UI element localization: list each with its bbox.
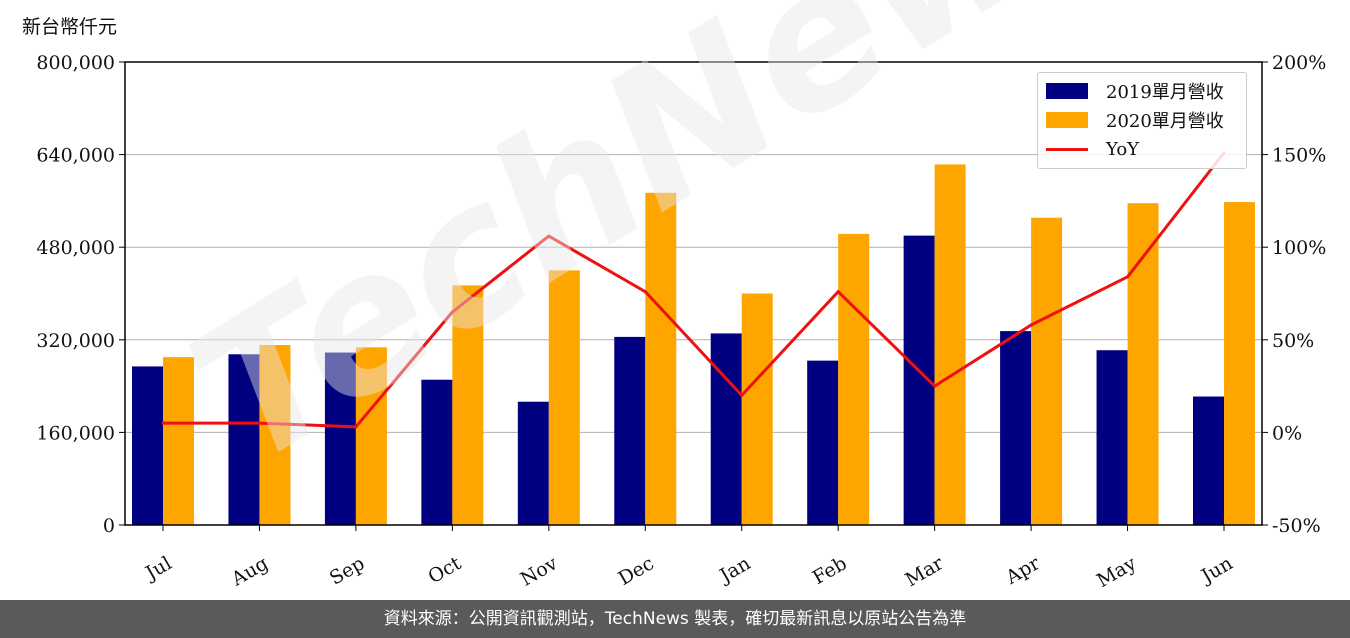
yoy-line-group — [161, 151, 1226, 429]
y2-tick-label: 0% — [1272, 422, 1302, 444]
x-tick-label-jun: Jun — [1196, 552, 1237, 588]
y2-tick-label: -50% — [1272, 515, 1321, 537]
x-tick-label-apr: Apr — [1001, 552, 1044, 589]
bar-2020-mar — [934, 164, 966, 525]
y-tick-label: 800,000 — [36, 52, 115, 74]
yoy-line — [163, 151, 1226, 429]
legend-label-2020: 2020單月營收 — [1106, 111, 1224, 132]
bar-2019-jun — [1193, 396, 1224, 525]
bar-2019-aug — [228, 354, 260, 525]
x-tick-label-nov: Nov — [517, 552, 562, 591]
bar-2019-apr — [1000, 331, 1032, 525]
bar-2019-nov — [517, 401, 549, 525]
y-tick-label: 640,000 — [36, 145, 115, 167]
bar-2019-feb — [807, 360, 839, 525]
bar-2019-dec — [614, 336, 646, 525]
yoy-point-feb — [836, 290, 840, 294]
yoy-point-apr — [1029, 323, 1033, 327]
bar-2020-jan — [741, 293, 773, 525]
x-tick-label-mar: Mar — [902, 552, 948, 591]
y-axis-right: -50% 0% 50% 100% 150% 200% — [1262, 52, 1326, 537]
plot-frame — [124, 61, 1263, 526]
bar-2019-may — [1096, 350, 1128, 525]
legend-item-2019: 2019單月營收 — [1046, 79, 1224, 103]
bar-2019-jul — [132, 366, 163, 525]
yoy-point-nov — [547, 234, 551, 238]
x-tick-label-jan: Jan — [714, 552, 754, 588]
y2-tick-label: 100% — [1272, 237, 1326, 259]
x-axis: Jul Aug Sep Oct Nov Dec Jan Feb Mar Apr May Jun — [140, 525, 1237, 592]
x-tick-label-jul: Jul — [140, 552, 175, 585]
yoy-point-sep — [354, 425, 358, 429]
bar-2020-aug — [259, 345, 291, 525]
yoy-point-aug — [257, 421, 261, 425]
x-tick-label-sep: Sep — [326, 552, 369, 589]
bar-2019-oct — [421, 379, 453, 525]
x-tick-label-aug: Aug — [227, 552, 272, 591]
legend-swatch-2020 — [1046, 112, 1088, 128]
y2-tick-label: 150% — [1272, 145, 1326, 167]
y-tick-label: 320,000 — [36, 330, 115, 352]
bar-2020-jul — [163, 357, 194, 525]
x-tick-label-feb: Feb — [809, 552, 851, 589]
bars — [132, 164, 1255, 526]
legend-item-yoy: YoY — [1046, 137, 1139, 161]
bar-2020-sep — [355, 347, 387, 525]
yoy-point-may — [1126, 275, 1130, 279]
bar-2020-nov — [548, 270, 580, 525]
x-tick-label-may: May — [1093, 552, 1140, 592]
bar-2019-jan — [710, 333, 742, 525]
x-tick-label-dec: Dec — [615, 552, 658, 590]
bar-2020-apr — [1031, 217, 1063, 525]
bar-2020-feb — [838, 233, 870, 526]
legend-label-2019: 2019單月營收 — [1106, 82, 1224, 103]
y-axis-left: 0 160,000 320,000 480,000 640,000 800,000 — [36, 52, 125, 537]
bar-2020-may — [1127, 203, 1159, 525]
legend-swatch-yoy — [1046, 147, 1088, 151]
source-footer: 資料來源：公開資訊觀測站，TechNews 製表，確切最新訊息以原站公告為準 — [0, 600, 1350, 638]
legend: 2019單月營收 2020單月營收 YoY — [1037, 72, 1247, 169]
y-tick-label: 160,000 — [36, 422, 115, 444]
y2-tick-label: 200% — [1272, 52, 1326, 74]
unit-label: 新台幣仟元 — [22, 16, 118, 38]
legend-swatch-2019 — [1046, 83, 1088, 99]
chart-canvas: 0 160,000 320,000 480,000 640,000 800,000 -50… — [36, 52, 1326, 592]
yoy-point-oct — [450, 310, 454, 314]
y2-tick-label: 50% — [1272, 330, 1314, 352]
legend-item-2020: 2020單月營收 — [1046, 108, 1224, 132]
legend-label-yoy: YoY — [1106, 138, 1140, 160]
bar-2020-dec — [645, 192, 677, 526]
x-tick-label-oct: Oct — [425, 552, 466, 588]
yoy-point-mar — [933, 384, 937, 388]
bar-2020-oct — [452, 285, 484, 525]
bar-2019-sep — [324, 352, 356, 525]
yoy-point-dec — [643, 290, 647, 294]
yoy-point-jul — [161, 421, 165, 425]
y-tick-label: 0 — [103, 515, 115, 537]
y-tick-label: 480,000 — [36, 237, 115, 259]
bar-2020-jun — [1224, 202, 1255, 525]
yoy-point-jan — [740, 393, 744, 397]
